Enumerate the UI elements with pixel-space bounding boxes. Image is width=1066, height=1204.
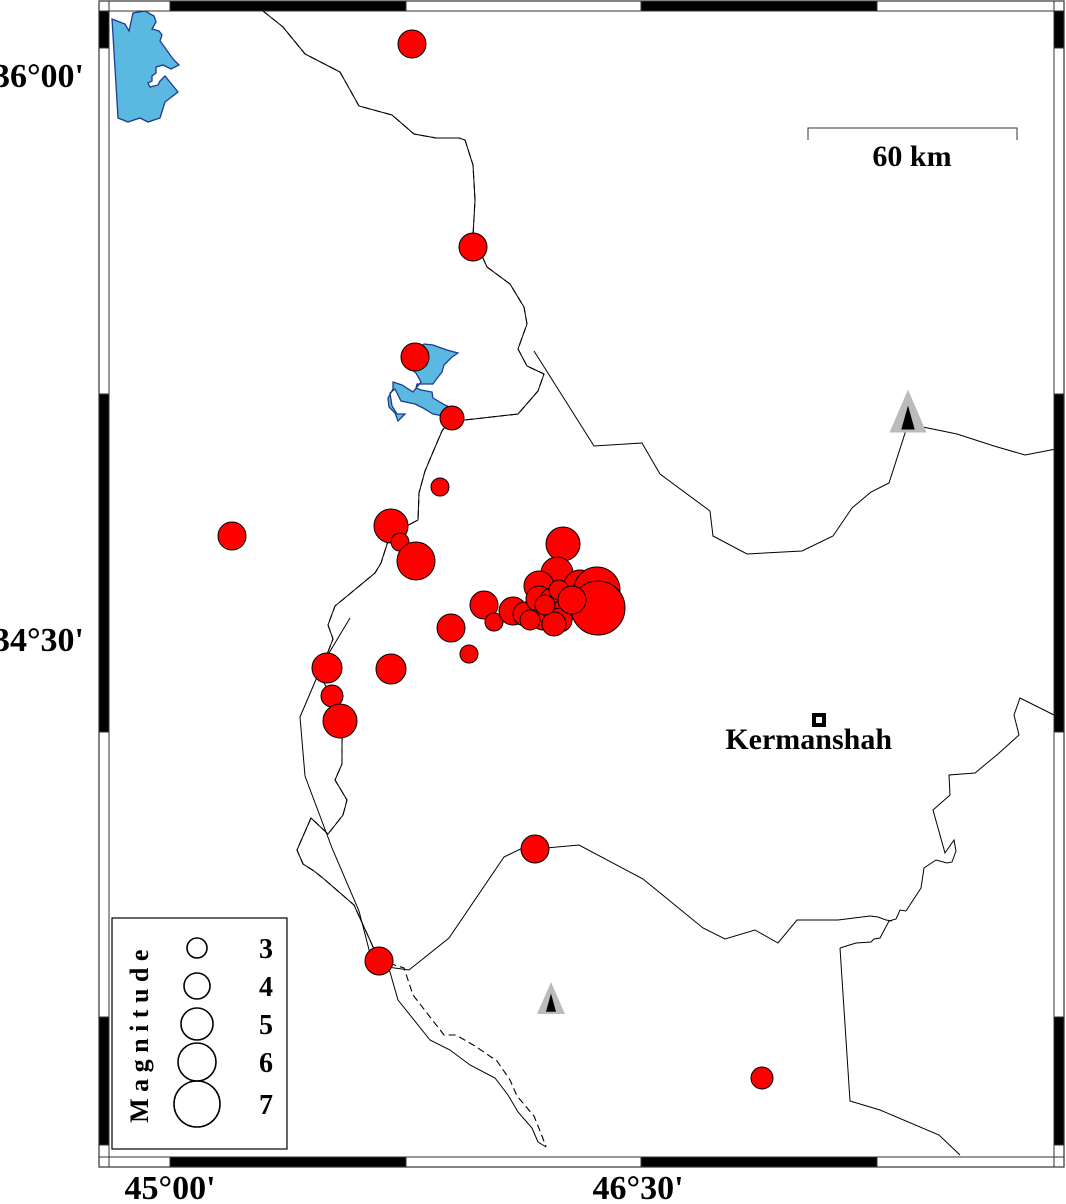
svg-text:60 km: 60 km — [872, 140, 951, 173]
svg-text:4: 4 — [259, 972, 273, 1003]
svg-text:Magnitude: Magnitude — [125, 943, 154, 1123]
svg-text:46°30': 46°30' — [592, 1170, 683, 1204]
svg-text:5: 5 — [259, 1010, 273, 1041]
svg-text:34°30': 34°30' — [0, 622, 84, 659]
svg-text:Kermanshah: Kermanshah — [725, 723, 892, 756]
svg-text:36°00': 36°00' — [0, 58, 84, 95]
svg-text:6: 6 — [259, 1048, 273, 1079]
svg-text:7: 7 — [259, 1090, 273, 1121]
svg-text:3: 3 — [259, 934, 273, 965]
svg-text:45°00': 45°00' — [124, 1170, 215, 1204]
